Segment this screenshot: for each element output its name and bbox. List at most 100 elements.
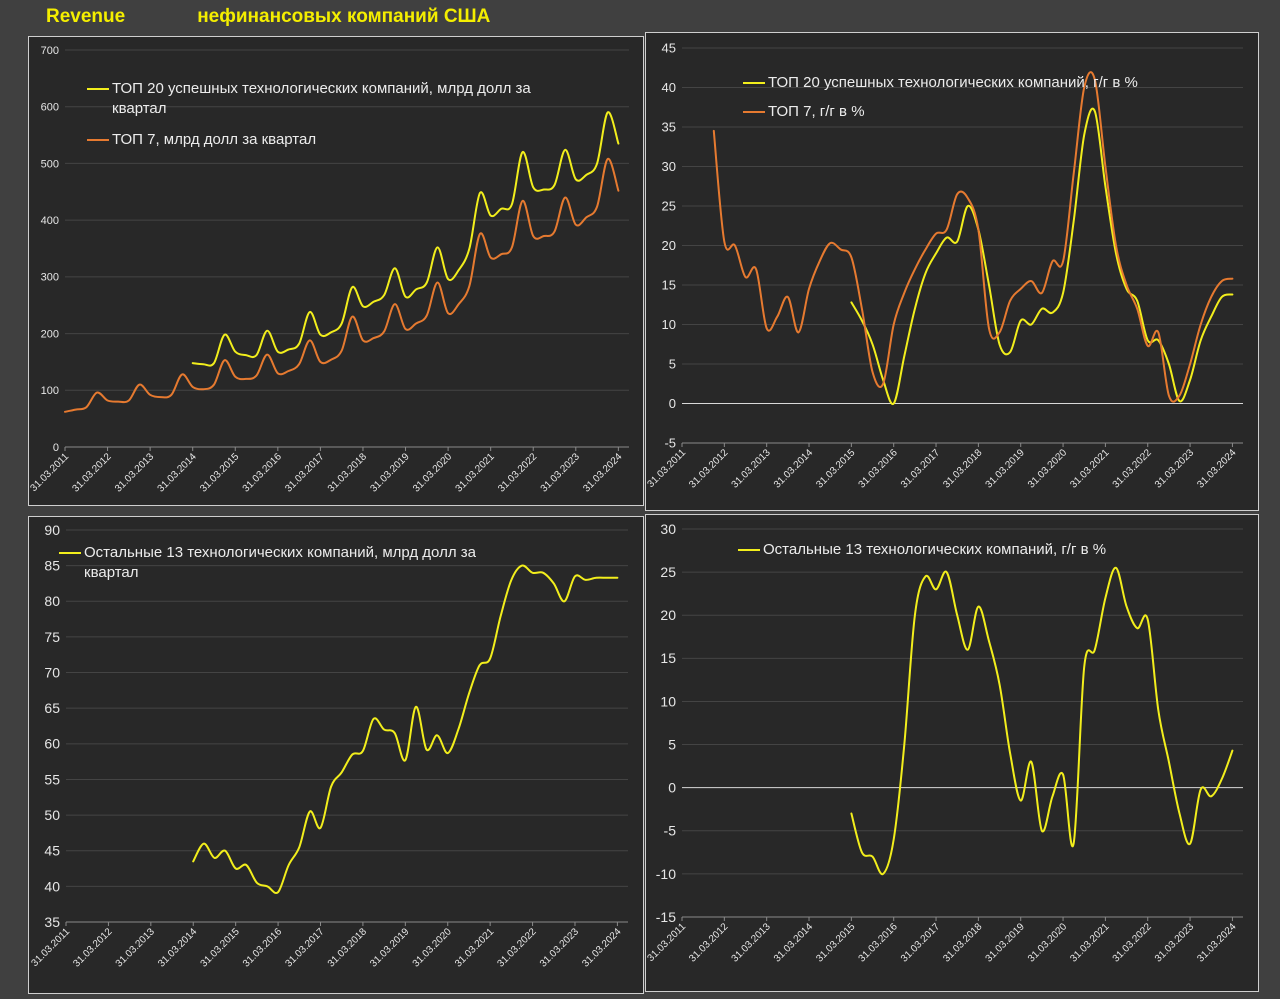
x-tick-label: 31.03.2014 (772, 447, 815, 490)
y-tick-label: 5 (669, 357, 676, 372)
x-tick-label: 31.03.2011 (29, 451, 71, 494)
legend-bottom-right: Остальные 13 технологических компаний, г… (738, 540, 1218, 571)
y-tick-label: 30 (660, 521, 676, 537)
y-tick-label: 55 (44, 771, 60, 787)
y-tick-label: 0 (668, 780, 676, 796)
x-tick-label: 31.03.2012 (71, 451, 114, 494)
legend-top-right: ТОП 20 успешных технологических компаний… (743, 73, 1213, 133)
chart-panel-top-left: 0 100 200 300 400 500 600 700 31.03.2011 31.03.20… (28, 36, 644, 506)
y-tick-label: 300 (41, 272, 59, 284)
chart-panel-bottom-left: 35 40 45 50 55 60 65 70 75 80 85 90 31.03.2011 31.03.… (28, 516, 644, 994)
y-tick-label: 40 (44, 878, 60, 894)
legend-label: ТОП 7, г/г в % (768, 103, 865, 120)
x-tick-label: 31.03.2018 (941, 447, 984, 490)
x-tick-label: 31.03.2017 (283, 926, 326, 969)
legend-swatch-yellow (738, 549, 760, 551)
x-tick-label: 31.03.2013 (730, 921, 773, 964)
x-tick-label: 31.03.2011 (29, 926, 72, 969)
y-tick-label: -10 (656, 866, 676, 882)
series-line-yellow (191, 111, 620, 367)
x-tick-label: 31.03.2020 (411, 451, 454, 494)
x-tick-label: 31.03.2024 (581, 451, 624, 494)
y-tick-label: 75 (44, 629, 60, 645)
x-tick-label: 31.03.2016 (857, 447, 900, 490)
chart-panel-bottom-right: -15 -10 -5 0 5 10 15 20 25 30 31.03.2011 31.03.2012… (645, 514, 1259, 992)
x-tick-label: 31.03.2017 (899, 447, 942, 490)
y-tick-label: 35 (44, 914, 60, 930)
x-tick-label: 31.03.2015 (199, 926, 242, 969)
y-tick-label: 35 (662, 120, 676, 135)
x-tick-label: 31.03.2020 (411, 926, 454, 969)
legend-item: ТОП 20 успешных технологических компаний… (743, 73, 1213, 93)
x-tick-label: 31.03.2012 (687, 447, 730, 490)
y-tick-label: 0 (53, 442, 59, 454)
x-tick-label: 31.03.2014 (772, 921, 815, 964)
y-tick-label: 15 (662, 278, 676, 293)
x-tick-label: 31.03.2011 (646, 921, 688, 964)
title-subject: нефинансовых компаний США (197, 6, 491, 27)
legend-swatch-yellow (59, 552, 81, 554)
x-tick-label: 31.03.2021 (1068, 447, 1111, 490)
page-title: Revenue нефинансовых компаний США (46, 6, 490, 28)
legend-label: ТОП 20 успешных технологических компаний… (768, 74, 1138, 91)
chart-top-right-svg: -5 0 5 10 15 20 25 30 35 40 45 31.03.2011 31.03.2012… (646, 41, 1243, 491)
x-tick-label: 31.03.2016 (857, 921, 900, 964)
x-tick-label: 31.03.2023 (539, 451, 582, 494)
series-line-orange (712, 71, 1234, 403)
legend-label: ТОП 20 успешных технологических компаний… (112, 80, 531, 117)
y-tick-label: -15 (656, 909, 676, 925)
y-tick-label: 5 (668, 736, 676, 752)
y-tick-label: 0 (669, 396, 676, 411)
legend-label: ТОП 7, млрд долл за квартал (112, 131, 317, 148)
x-tick-label: 31.03.2020 (1026, 447, 1069, 490)
y-tick-label: 20 (660, 607, 676, 623)
x-tick-label: 31.03.2013 (730, 447, 773, 490)
y-tick-label: 40 (662, 80, 676, 95)
y-tick-label: 10 (662, 317, 676, 332)
y-tick-label: 45 (44, 843, 60, 859)
x-tick-label: 31.03.2023 (1153, 921, 1196, 964)
x-tick-label: 31.03.2012 (687, 921, 730, 964)
x-tick-label: 31.03.2018 (326, 451, 369, 494)
x-tick-label: 31.03.2017 (283, 451, 326, 494)
x-tick-label: 31.03.2014 (156, 451, 199, 494)
y-tick-label: 70 (44, 664, 60, 680)
x-tick-label: 31.03.2021 (453, 926, 496, 969)
y-tick-label: 10 (660, 693, 676, 709)
y-tick-label: -5 (664, 823, 677, 839)
legend-item: ТОП 20 успешных технологических компаний… (87, 79, 567, 119)
x-tick-label: 31.03.2014 (156, 926, 199, 969)
x-tick-label: 31.03.2023 (538, 926, 581, 969)
legend-bottom-left: Остальные 13 технологических компаний, м… (59, 543, 499, 594)
x-tick-label: 31.03.2022 (1111, 447, 1154, 490)
y-tick-label: 200 (41, 328, 59, 340)
x-tick-label: 31.03.2016 (241, 451, 284, 494)
x-tick-label: 31.03.2022 (496, 926, 539, 969)
y-tick-label: 90 (44, 522, 60, 538)
y-tick-label: 85 (44, 558, 60, 574)
y-tick-label: 25 (662, 199, 676, 214)
x-tick-label: 31.03.2015 (814, 921, 857, 964)
x-tick-label: 31.03.2021 (454, 451, 497, 494)
x-tick-label: 31.03.2023 (1153, 447, 1196, 490)
y-tick-label: 50 (44, 807, 60, 823)
legend-top-left: ТОП 20 успешных технологических компаний… (87, 79, 567, 161)
x-tick-label: 31.03.2021 (1068, 921, 1111, 964)
legend-label: Остальные 13 технологических компаний, г… (763, 541, 1107, 558)
x-tick-label: 31.03.2013 (114, 926, 157, 969)
x-tick-label: 31.03.2019 (368, 926, 411, 969)
x-tick-label: 31.03.2024 (580, 926, 623, 969)
x-tick-label: 31.03.2022 (1111, 921, 1154, 964)
chart-panel-top-right: -5 0 5 10 15 20 25 30 35 40 45 31.03.2011 31.03.2012… (645, 32, 1259, 511)
x-tick-label: 31.03.2020 (1026, 921, 1069, 964)
y-tick-label: 700 (41, 45, 59, 57)
series-line-yellow (850, 107, 1234, 406)
x-tick-label: 31.03.2019 (368, 451, 411, 494)
x-tick-label: 31.03.2011 (646, 447, 688, 490)
y-tick-label: 15 (660, 650, 676, 666)
series-line-orange (64, 157, 620, 413)
x-tick-label: 31.03.2019 (984, 447, 1027, 490)
series-line-yellow (192, 564, 619, 894)
x-tick-label: 31.03.2015 (814, 447, 857, 490)
